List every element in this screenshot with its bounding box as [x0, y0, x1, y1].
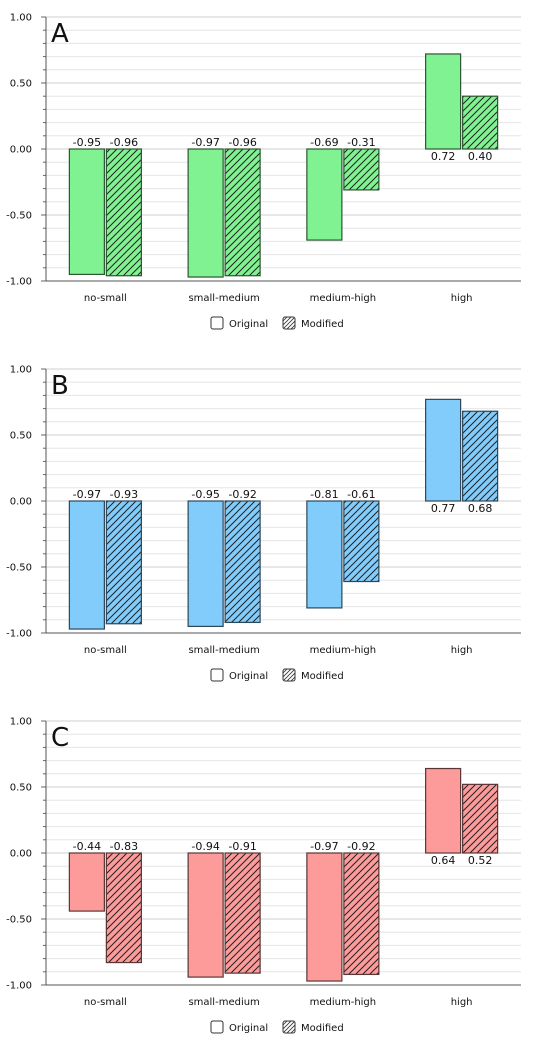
bar-value-label: -0.61 [347, 488, 375, 501]
y-tick-label: -0.50 [6, 211, 32, 222]
y-tick-label: 0.50 [10, 783, 32, 794]
panel-letter: B [51, 371, 69, 401]
bar-modified [343, 148, 380, 191]
y-tick-label: -1.00 [6, 629, 32, 640]
bar-original [187, 148, 224, 278]
bar-value-label: 0.72 [431, 150, 456, 163]
x-category-label: no-small [84, 293, 127, 304]
bar-original [306, 852, 343, 982]
x-category-label: high [451, 645, 473, 656]
bar-modified [224, 852, 261, 974]
x-category-label: small-medium [188, 293, 259, 304]
chart-panel: 1.00 0.50 0.00 -0.50 -1.00 B -0.97 -0.93 no-smal… [6, 365, 521, 682]
bar-value-label: 0.40 [468, 150, 493, 163]
bar-value-label: -0.92 [347, 840, 375, 853]
bar-value-label: -0.95 [191, 488, 219, 501]
y-tick-label: -1.00 [6, 277, 32, 288]
bar-value-label: -0.44 [73, 840, 101, 853]
x-category-label: no-small [84, 645, 127, 656]
bar-value-label: -0.69 [310, 136, 338, 149]
bar-value-label: -0.91 [228, 840, 256, 853]
chart-panel: 1.00 0.50 0.00 -0.50 -1.00 C -0.44 -0.83 no-smal… [6, 717, 521, 1034]
bar-value-label: -0.94 [191, 840, 219, 853]
bar-original [425, 398, 462, 502]
y-tick-label: 1.00 [10, 365, 32, 376]
bar-value-label: -0.97 [73, 488, 101, 501]
x-category-label: medium-high [310, 645, 377, 656]
legend-swatch-original [210, 668, 224, 682]
bar-modified [105, 500, 142, 625]
legend-label: Modified [301, 1023, 344, 1034]
bar-modified [462, 95, 499, 150]
legend-swatch-modified [282, 1020, 296, 1034]
legend-label: Original [229, 1023, 268, 1034]
bar-original [68, 148, 105, 276]
bar-original [306, 500, 343, 609]
y-tick-label: 0.00 [10, 497, 32, 508]
bar-value-label: 0.52 [468, 854, 493, 867]
bar-value-label: 0.64 [431, 854, 456, 867]
bar-value-label: 0.68 [468, 502, 493, 515]
x-category-label: small-medium [188, 997, 259, 1008]
bar-value-label: -0.92 [228, 488, 256, 501]
y-tick-label: -0.50 [6, 563, 32, 574]
bar-modified [343, 500, 380, 583]
legend-swatch-original [210, 316, 224, 330]
bar-value-label: -0.83 [110, 840, 138, 853]
bar-value-label: 0.77 [431, 502, 456, 515]
bar-original [425, 767, 462, 854]
bar-value-label: -0.93 [110, 488, 138, 501]
bar-modified [105, 852, 142, 964]
legend-swatch-original [210, 1020, 224, 1034]
legend-label: Original [229, 671, 268, 682]
x-category-label: high [451, 997, 473, 1008]
bar-original [187, 500, 224, 628]
y-tick-label: -1.00 [6, 981, 32, 992]
y-tick-label: 0.50 [10, 79, 32, 90]
bar-modified [105, 148, 142, 277]
bar-value-label: -0.97 [310, 840, 338, 853]
bar-modified [462, 410, 499, 502]
chart-panel: 1.00 0.50 0.00 -0.50 -1.00 A -0.95 -0.96 no-smal… [6, 13, 521, 330]
legend-swatch-modified [282, 316, 296, 330]
bar-value-label: -0.96 [110, 136, 138, 149]
y-tick-label: 0.00 [10, 849, 32, 860]
bar-original [68, 500, 105, 630]
bar-value-label: -0.96 [228, 136, 256, 149]
bar-modified [462, 783, 499, 854]
y-tick-label: 1.00 [10, 13, 32, 24]
bar-modified [343, 852, 380, 976]
bar-value-label: -0.97 [191, 136, 219, 149]
x-category-label: high [451, 293, 473, 304]
bar-original [68, 852, 105, 912]
x-category-label: medium-high [310, 293, 377, 304]
legend-label: Modified [301, 671, 344, 682]
bar-original [187, 852, 224, 978]
legend-label: Original [229, 319, 268, 330]
panel-letter: C [51, 723, 69, 753]
x-category-label: medium-high [310, 997, 377, 1008]
bar-modified [224, 500, 261, 624]
x-category-label: small-medium [188, 645, 259, 656]
bar-modified [224, 148, 261, 277]
bar-value-label: -0.81 [310, 488, 338, 501]
bar-original [306, 148, 343, 241]
y-tick-label: 1.00 [10, 717, 32, 728]
y-tick-label: 0.00 [10, 145, 32, 156]
bar-value-label: -0.95 [73, 136, 101, 149]
x-category-label: no-small [84, 997, 127, 1008]
bar-original [425, 53, 462, 150]
panel-letter: A [51, 19, 69, 49]
y-tick-label: -0.50 [6, 915, 32, 926]
legend-swatch-modified [282, 668, 296, 682]
legend-label: Modified [301, 319, 344, 330]
y-tick-label: 0.50 [10, 431, 32, 442]
bar-value-label: -0.31 [347, 136, 375, 149]
